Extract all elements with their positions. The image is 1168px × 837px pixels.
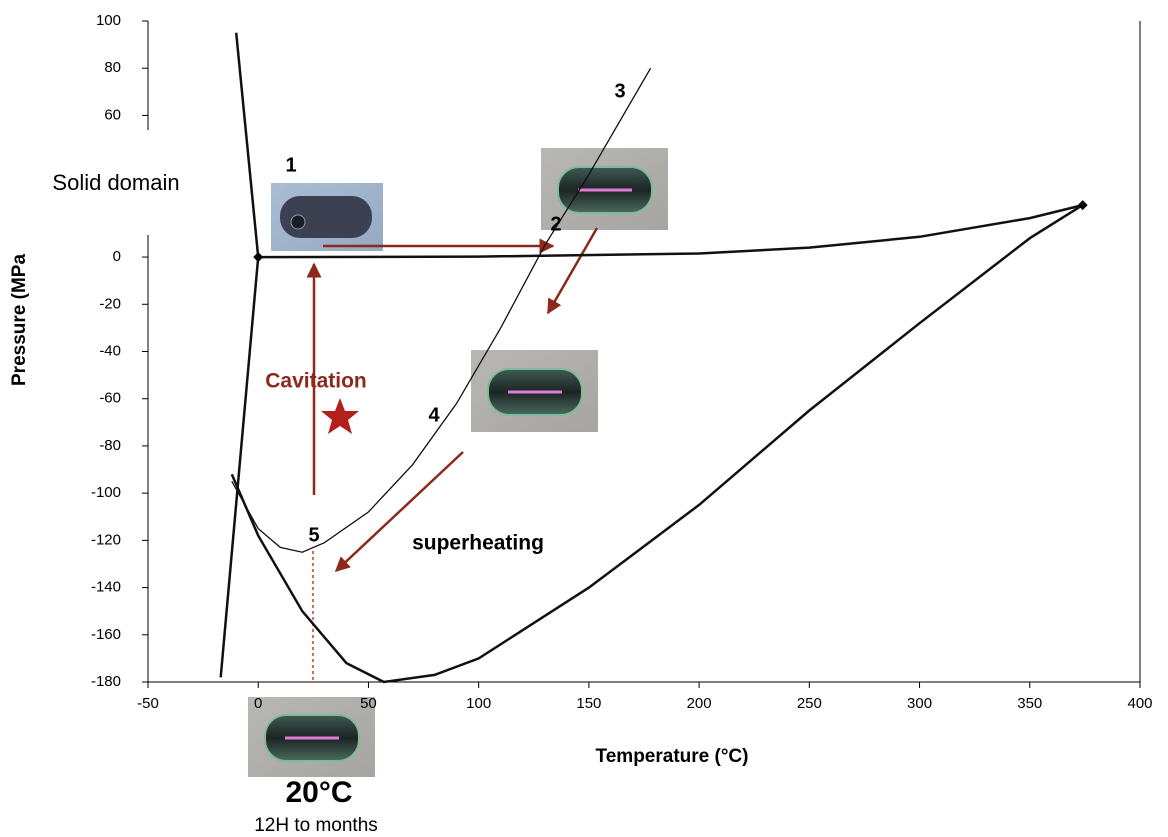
inclusion-image [471, 350, 598, 432]
annotation: 20°C [285, 776, 352, 809]
curve [219, 32, 260, 678]
y-tick-label: -80 [99, 437, 121, 454]
y-tick-label: 60 [104, 106, 121, 123]
x-tick-label: 400 [1127, 695, 1152, 712]
x-tick-label: 200 [687, 695, 712, 712]
x-tick-label: 50 [360, 695, 377, 712]
arrows [306, 227, 599, 573]
y-tick-label: -180 [91, 673, 121, 690]
y-tick-label: 80 [104, 59, 121, 76]
annotation: 3 [614, 80, 625, 102]
y-axis-label: Pressure (MPa [9, 254, 30, 386]
y-tick-label: -60 [99, 390, 121, 407]
x-tick-label: 100 [466, 695, 491, 712]
annotation: 2 [550, 213, 561, 235]
y-tick-label: 0 [113, 248, 121, 265]
x-axis-label: Temperature (°C) [596, 746, 749, 767]
y-tick-label: -40 [99, 342, 121, 359]
annotation: Cavitation [265, 370, 367, 393]
point-marker [253, 252, 264, 263]
annotation: 1 [285, 154, 296, 176]
curve [231, 67, 652, 553]
cavitation-star [321, 398, 359, 434]
x-tick-label: 300 [907, 695, 932, 712]
curve [258, 203, 1083, 259]
annotation: 12H to months [254, 815, 378, 836]
y-tick-label: -120 [91, 531, 121, 548]
annotation: superheating [412, 532, 544, 555]
y-tick-label: -100 [91, 484, 121, 501]
x-tick-label: 150 [576, 695, 601, 712]
x-tick-label: 250 [797, 695, 822, 712]
x-tick-label: -50 [137, 695, 159, 712]
annotation: 5 [308, 524, 319, 546]
y-tick-label: -20 [99, 295, 121, 312]
annotation: 4 [428, 404, 440, 426]
x-tick-label: 350 [1017, 695, 1042, 712]
annotation: Solid domain [52, 170, 179, 195]
curve [230, 204, 1084, 684]
x-tick-label: 0 [254, 695, 262, 712]
point-marker [1077, 200, 1088, 211]
y-tick-label: 100 [96, 12, 121, 29]
y-tick-label: -160 [91, 626, 121, 643]
crystal-images [248, 148, 668, 777]
y-tick-label: -140 [91, 579, 121, 596]
inclusion-image [248, 697, 375, 777]
